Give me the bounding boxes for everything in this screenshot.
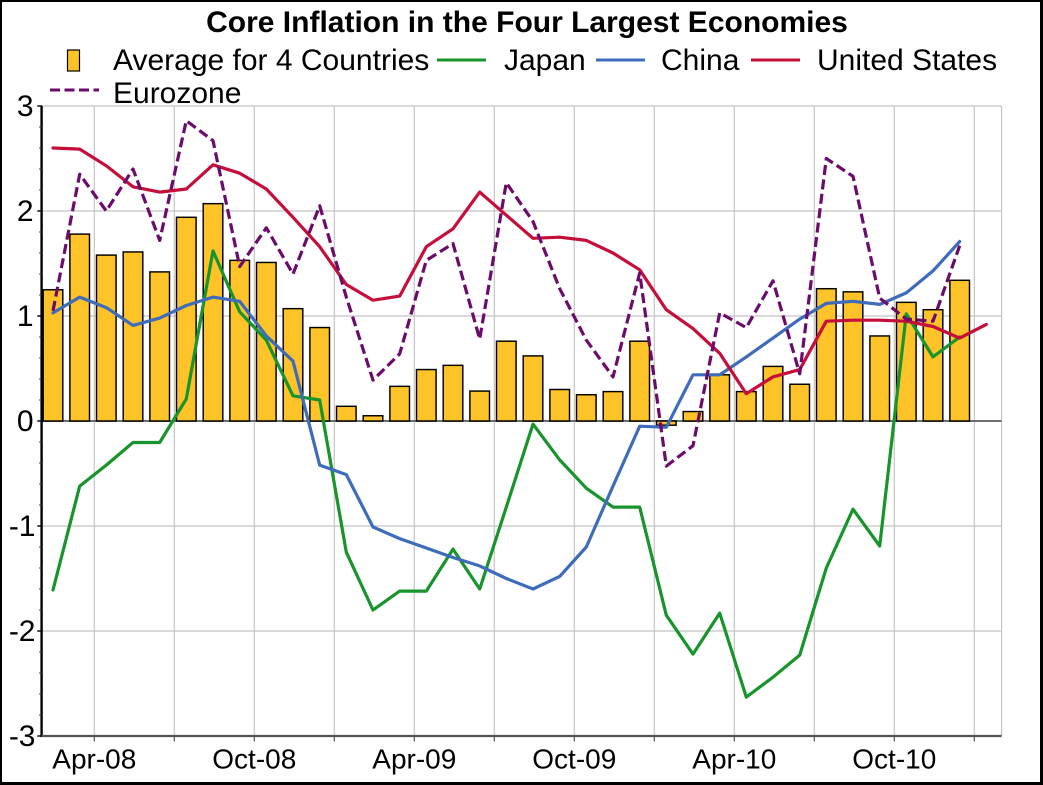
svg-text:Oct-10: Oct-10 [852,744,936,775]
svg-text:Japan: Japan [504,44,586,77]
svg-text:-2: -2 [9,615,36,648]
svg-text:0: 0 [17,405,34,438]
svg-text:Oct-08: Oct-08 [212,744,296,775]
svg-text:Average for 4 Countries: Average for 4 Countries [113,44,429,77]
svg-text:Oct-09: Oct-09 [532,744,616,775]
svg-text:Eurozone: Eurozone [113,77,241,110]
svg-text:Apr-10: Apr-10 [692,744,776,775]
svg-text:3: 3 [17,90,34,123]
svg-text:Apr-09: Apr-09 [372,744,456,775]
svg-text:Core Inflation in the Four Lar: Core Inflation in the Four Largest Econo… [206,6,848,39]
svg-text:China: China [661,44,740,77]
svg-text:-3: -3 [9,720,36,753]
svg-text:1: 1 [17,300,34,333]
svg-text:United States: United States [817,44,997,77]
svg-text:-1: -1 [9,510,36,543]
svg-text:Apr-08: Apr-08 [52,744,136,775]
svg-text:2: 2 [17,195,34,228]
